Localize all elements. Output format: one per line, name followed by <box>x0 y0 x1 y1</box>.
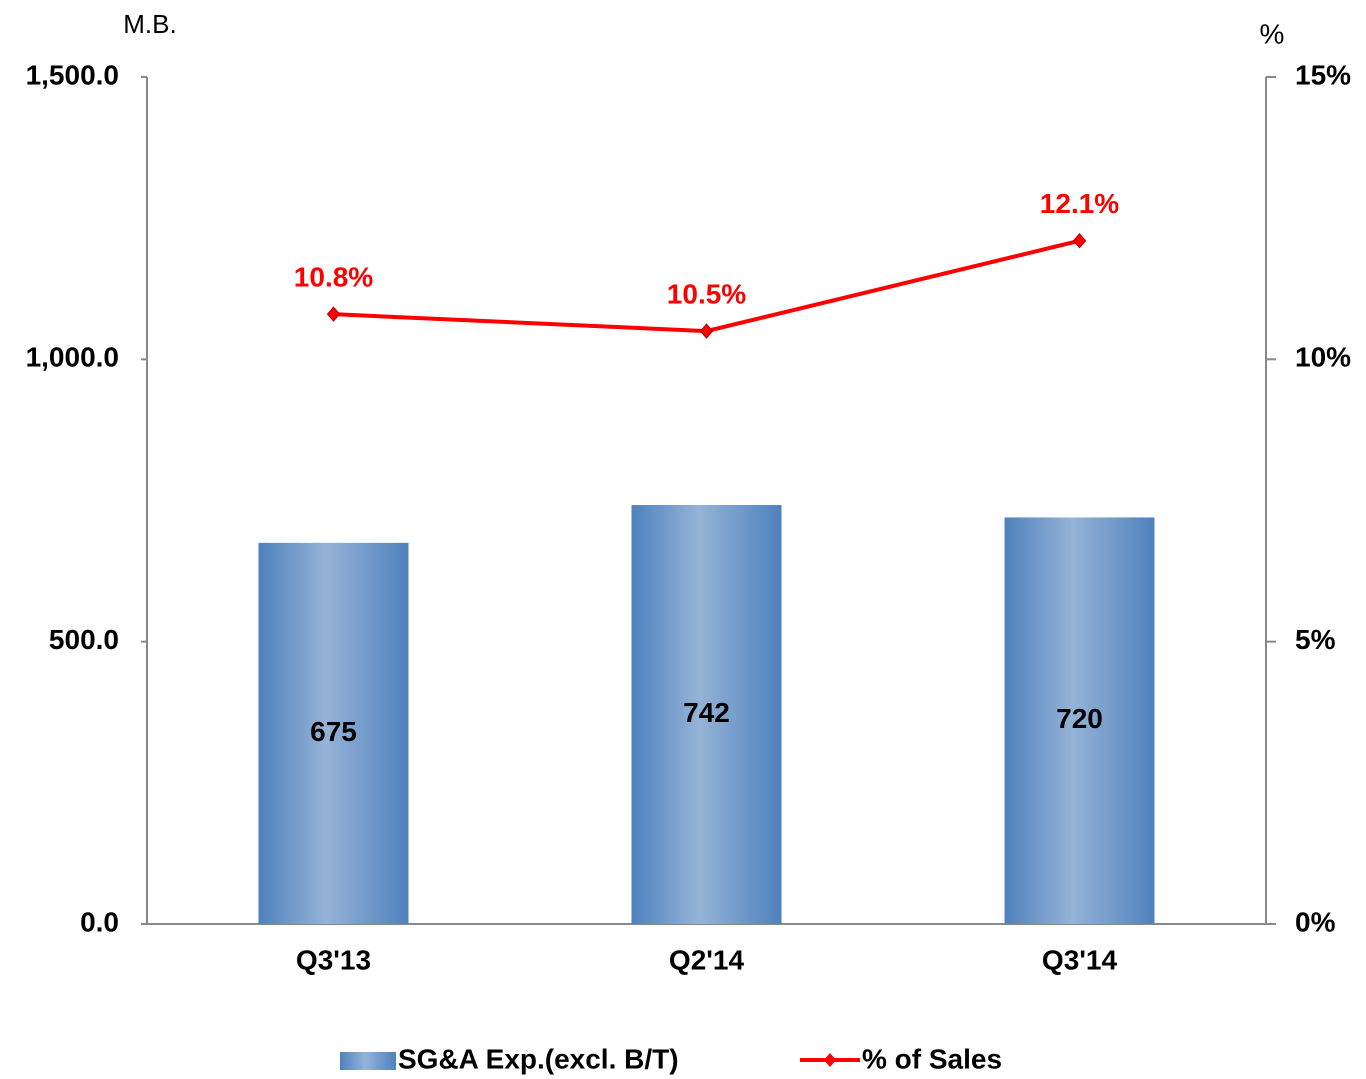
legend-swatch <box>340 1052 396 1070</box>
bar <box>631 505 782 924</box>
y2-tick-label: 15% <box>1295 59 1351 90</box>
bar-value-label: 742 <box>683 697 730 728</box>
line-value-label: 10.8% <box>294 262 373 293</box>
y2-tick-label: 5% <box>1295 624 1336 655</box>
x-tick-label: Q2'14 <box>669 944 745 975</box>
line-marker <box>699 323 714 339</box>
legend-marker <box>824 1053 836 1067</box>
y2-tick-label: 10% <box>1295 342 1351 373</box>
line-marker <box>326 306 341 322</box>
bar-value-label: 720 <box>1056 703 1103 734</box>
y-tick-label: 500.0 <box>49 624 119 655</box>
bar <box>1004 517 1155 924</box>
y-tick-label: 1,000.0 <box>26 342 119 373</box>
y-tick-label: 0.0 <box>80 906 119 937</box>
line-value-label: 12.1% <box>1040 188 1119 219</box>
y2-tick-label: 0% <box>1295 906 1336 937</box>
line-value-label: 10.5% <box>667 278 746 309</box>
bar <box>258 542 409 924</box>
y-axis-title: M.B. <box>123 9 176 39</box>
y2-axis-title: % <box>1260 18 1285 49</box>
y-tick-label: 1,500.0 <box>26 59 119 90</box>
legend-label: SG&A Exp.(excl. B/T) <box>398 1043 679 1074</box>
legend-label: % of Sales <box>862 1043 1002 1074</box>
bar-value-label: 675 <box>310 716 357 747</box>
line-marker <box>1072 232 1087 249</box>
x-tick-label: Q3'14 <box>1042 944 1118 975</box>
x-tick-label: Q3'13 <box>296 944 371 975</box>
